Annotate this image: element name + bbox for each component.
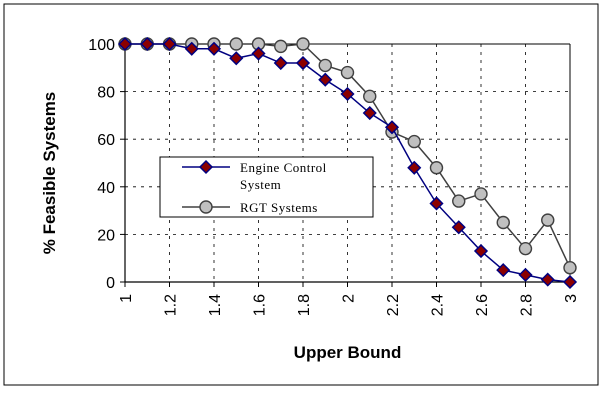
x-tick-label: 1.8: [296, 294, 313, 316]
data-point: [251, 46, 266, 61]
data-point: [206, 41, 222, 56]
legend-label: RGT Systems: [240, 200, 318, 215]
data-point: [184, 41, 199, 56]
data-point: [318, 72, 333, 87]
y-tick-label: 40: [97, 180, 115, 197]
x-tick-label: 1: [118, 294, 135, 303]
x-tick-label: 1.6: [252, 294, 269, 316]
x-tick-label: 1.2: [163, 294, 180, 316]
x-tick-label: 2.6: [474, 294, 491, 316]
data-point: [451, 220, 466, 235]
x-tick-label: 1.4: [207, 294, 224, 316]
data-point: [274, 39, 288, 54]
data-point: [473, 243, 489, 259]
data-point: [452, 194, 466, 208]
legend-label: System: [240, 177, 281, 192]
data-point: [140, 36, 155, 52]
legend: Engine Control System RGT Systems: [159, 156, 374, 218]
data-point: [496, 263, 511, 278]
data-point: [162, 36, 177, 52]
data-point: [540, 272, 555, 287]
tick-labels: 0 20 40 60 80 100 1 1.2 1.4 1.6 1.8 2 2.2 2.4 2.6 2.8 3: [88, 37, 580, 316]
x-tick-label: 2.2: [385, 294, 402, 316]
data-point: [295, 55, 311, 71]
y-tick-label: 80: [97, 85, 115, 102]
data-point: [384, 120, 400, 135]
legend-swatch-marker: [199, 200, 213, 214]
data-point: [296, 37, 310, 51]
legend-swatch-marker: [198, 159, 214, 175]
y-tick-label: 0: [106, 275, 115, 292]
data-point: [229, 37, 243, 51]
y-tick-label: 60: [97, 132, 115, 149]
data-point: [518, 241, 533, 256]
x-tick-label: 2: [341, 294, 358, 303]
x-tick-label: 2.4: [430, 294, 447, 316]
data-point: [407, 160, 422, 175]
x-tick-label: 3: [563, 294, 580, 303]
data-point: [562, 274, 578, 290]
data-point: [229, 51, 244, 66]
data-point: [474, 187, 488, 201]
series-group: [117, 36, 578, 290]
data-point: [340, 86, 355, 102]
legend-item: Engine Control System: [182, 159, 327, 192]
data-point: [117, 36, 133, 52]
data-point: [429, 196, 444, 211]
y-tick-label: 100: [88, 37, 115, 54]
data-point: [407, 134, 421, 149]
y-axis-title: % Feasible Systems: [40, 92, 59, 255]
y-tick-label: 20: [97, 227, 115, 244]
axes: [120, 43, 571, 287]
legend-label: Engine Control: [240, 160, 327, 175]
x-tick-label: 2.8: [519, 294, 536, 316]
data-point: [541, 213, 555, 227]
series-0: [117, 36, 578, 290]
data-point: [318, 58, 332, 73]
legend-item: RGT Systems: [182, 200, 318, 215]
data-point: [429, 161, 444, 175]
data-point: [273, 55, 288, 71]
data-point: [518, 267, 533, 282]
x-axis-title: Upper Bound: [294, 343, 402, 362]
data-point: [496, 215, 510, 230]
data-point: [563, 261, 577, 275]
data-point: [362, 105, 377, 121]
data-point: [340, 65, 355, 80]
data-point: [363, 89, 377, 104]
